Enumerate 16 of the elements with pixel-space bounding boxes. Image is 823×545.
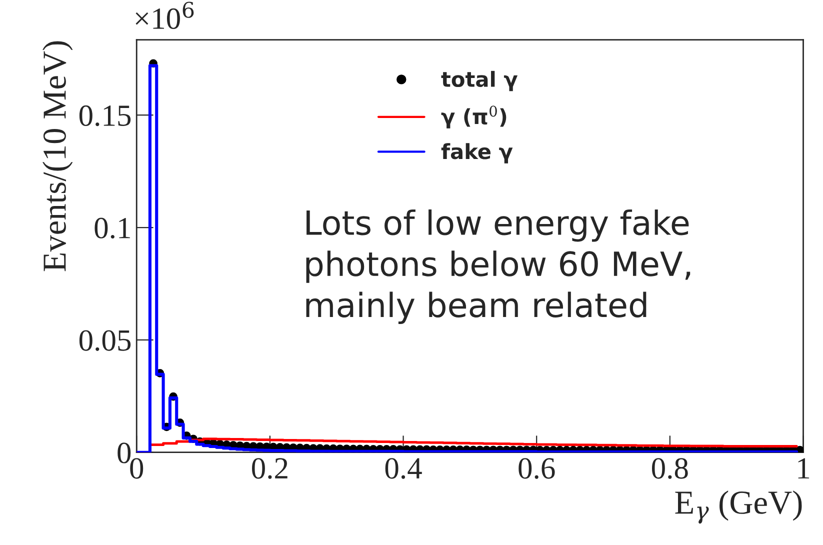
- x-tick-label: 0.4: [385, 458, 422, 479]
- y-tick-label: 0: [118, 442, 131, 464]
- y-tick-label: 0.1: [94, 218, 130, 239]
- x-tick-label: 1: [798, 458, 810, 478]
- x-axis-title: E$_{γ}$ (GeV): [675, 490, 802, 524]
- y-tick-label: 0.15: [79, 105, 131, 126]
- legend-label: fake γ: [441, 143, 513, 164]
- y-axis-title: Events/(10 MeV): [42, 41, 73, 272]
- y-tick-label: 0.05: [79, 330, 131, 351]
- x-tick-label: 0.2: [252, 458, 288, 479]
- x-tick-label: 0.6: [518, 458, 555, 479]
- x-tick-label: 0.8: [652, 458, 688, 479]
- text: ×10$^{6}$: [136, 2, 194, 29]
- legend-label: γ (π$^{0}$): [441, 106, 506, 128]
- annotation: Lots of low energy fake photons below 60 MeV, mainly beam related: [306, 209, 690, 324]
- legend-label: total γ: [441, 70, 518, 92]
